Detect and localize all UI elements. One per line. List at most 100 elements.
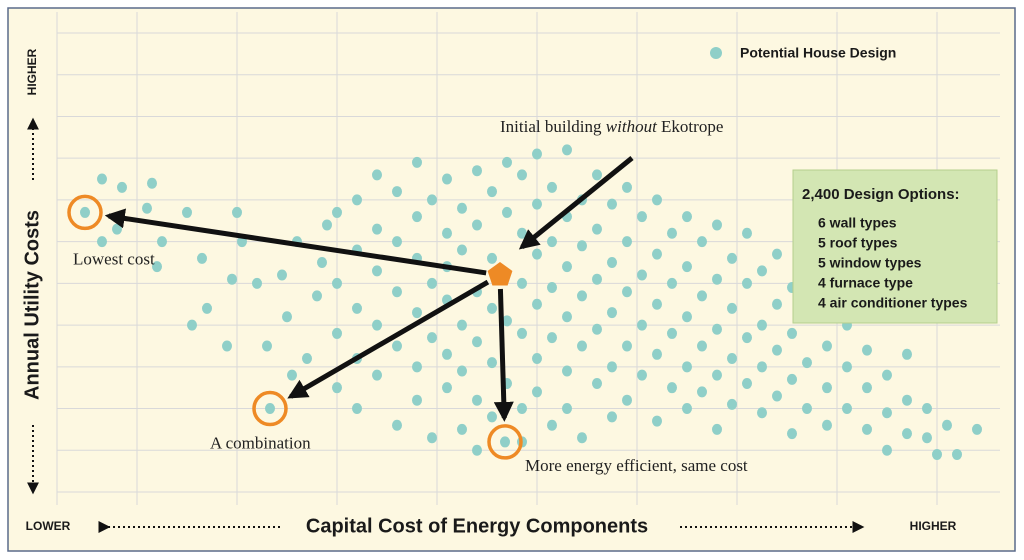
point: [922, 403, 932, 415]
options-item: 5 roof types: [818, 235, 898, 251]
arrow: [287, 279, 490, 399]
point: [682, 211, 692, 223]
point: [562, 403, 572, 415]
point: [372, 369, 382, 381]
point: [637, 269, 647, 281]
point: [607, 411, 617, 423]
point: [562, 365, 572, 377]
point: [472, 394, 482, 406]
point: [222, 340, 232, 352]
point: [532, 248, 542, 260]
point: [487, 411, 497, 423]
point: [502, 315, 512, 327]
point: [517, 277, 527, 289]
options-list: 6 wall types 5 roof types 5 window types 4 …: [818, 215, 968, 311]
point: [952, 448, 962, 460]
point: [842, 361, 852, 373]
arrow: [104, 208, 487, 276]
point: [727, 302, 737, 314]
annotation-label: Lowest cost: [73, 249, 155, 268]
point: [727, 352, 737, 364]
point: [592, 378, 602, 390]
point: [577, 340, 587, 352]
point: [712, 423, 722, 435]
y-axis-title: Annual Utility Costs: [21, 210, 43, 400]
point: [757, 265, 767, 277]
arrow: [493, 288, 514, 422]
point: [427, 277, 437, 289]
point: [607, 307, 617, 319]
highlight-ring: [487, 424, 523, 460]
point: [547, 181, 557, 193]
legend-label: Potential House Design: [740, 45, 896, 61]
arrow: [518, 156, 634, 250]
point: [427, 194, 437, 206]
point: [157, 236, 167, 248]
point: [577, 290, 587, 302]
point: [372, 265, 382, 277]
point: [532, 386, 542, 398]
point: [457, 202, 467, 214]
point: [147, 177, 157, 189]
point: [712, 273, 722, 285]
point: [862, 344, 872, 356]
point: [227, 273, 237, 285]
point: [742, 227, 752, 239]
point: [202, 302, 212, 314]
point: [487, 186, 497, 198]
point: [457, 423, 467, 435]
point: [682, 311, 692, 323]
point: [787, 373, 797, 385]
point: [607, 257, 617, 268]
point: [442, 382, 452, 394]
point: [372, 319, 382, 331]
point: [322, 219, 332, 231]
point: [972, 423, 982, 435]
point: [117, 181, 127, 193]
point: [712, 369, 722, 381]
point: [232, 206, 242, 218]
point: [652, 248, 662, 260]
highlight-dot: [500, 436, 510, 448]
point: [622, 236, 632, 248]
point: [697, 236, 707, 248]
legend-marker: [710, 47, 722, 59]
initial-marker: [487, 262, 513, 286]
point: [332, 382, 342, 394]
point: [932, 448, 942, 460]
point: [352, 403, 362, 415]
point: [392, 236, 402, 248]
point: [517, 327, 527, 339]
point: [772, 390, 782, 402]
point: [472, 336, 482, 348]
point: [592, 223, 602, 235]
point: [727, 398, 737, 410]
options-item: 4 air conditioner types: [818, 295, 968, 311]
point: [607, 361, 617, 373]
point: [142, 202, 152, 214]
point: [547, 236, 557, 248]
point: [412, 307, 422, 319]
annotation-label: A combination: [210, 433, 311, 452]
point: [532, 198, 542, 210]
point: [862, 382, 872, 394]
point: [942, 419, 952, 431]
point: [667, 277, 677, 289]
point: [502, 156, 512, 168]
point: [312, 290, 322, 302]
point: [822, 340, 832, 352]
initial-label-part: without: [606, 117, 658, 136]
point: [757, 319, 767, 331]
point: [182, 206, 192, 218]
point: [427, 432, 437, 444]
highlight-ring: [252, 390, 288, 427]
point: [517, 403, 527, 415]
point: [697, 386, 707, 398]
point: [562, 261, 572, 273]
x-axis-title: Capital Cost of Energy Components: [306, 515, 648, 537]
point: [757, 407, 767, 419]
point: [352, 302, 362, 314]
point: [622, 181, 632, 193]
point: [622, 340, 632, 352]
